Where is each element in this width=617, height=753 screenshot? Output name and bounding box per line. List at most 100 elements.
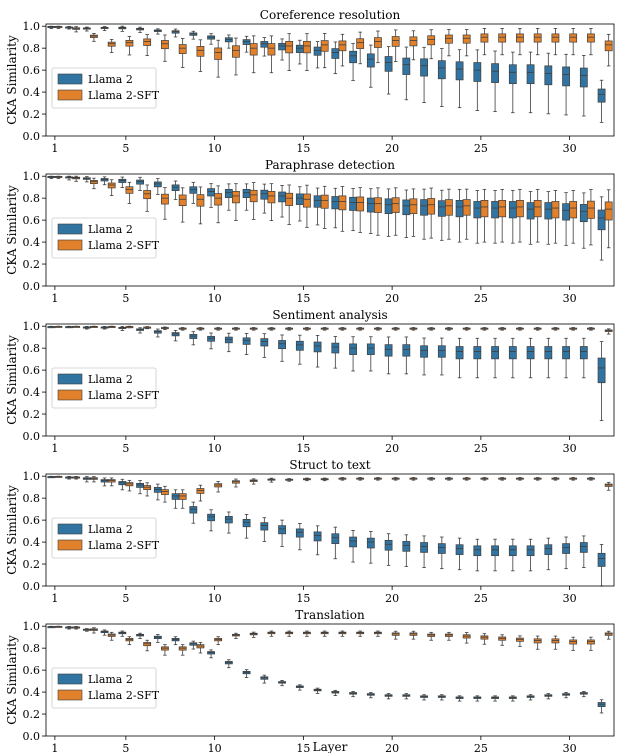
box-llama2-layer-3 [82, 326, 91, 330]
box-llama2-layer-18 [349, 43, 357, 81]
box-body [533, 638, 542, 644]
box-llama2-sft-layer-6 [143, 639, 152, 652]
box-body [161, 193, 169, 205]
box-llama2-layer-10 [207, 183, 215, 208]
box-llama2-sft-layer-26 [498, 477, 507, 481]
box-body [143, 485, 152, 490]
box-llama2-layer-28 [526, 538, 535, 572]
box-llama2-layer-3 [82, 26, 91, 32]
box-body [178, 44, 187, 54]
box-llama2-sft-layer-18 [356, 477, 365, 481]
box-body [349, 343, 357, 355]
box-llama2-layer-27 [508, 190, 517, 244]
box-llama2-layer-28 [526, 694, 535, 701]
box-body [427, 198, 436, 215]
box-body [349, 196, 357, 211]
box-body [445, 199, 453, 216]
box-body [437, 345, 446, 358]
box-body [303, 193, 311, 208]
box-body [207, 188, 215, 197]
box-llama2-sft-layer-11 [232, 327, 240, 331]
box-body [153, 487, 162, 493]
box-llama2-layer-14 [278, 680, 286, 687]
box-llama2-sft-layer-19 [374, 327, 382, 331]
box-llama2-layer-22 [420, 46, 428, 104]
box-llama2-sft-layer-29 [551, 327, 560, 331]
box-llama2-sft-layer-4 [107, 325, 116, 329]
box-llama2-layer-6 [136, 480, 144, 495]
box-llama2-layer-23 [437, 48, 446, 107]
box-body [143, 190, 152, 200]
box-llama2-layer-18 [349, 336, 357, 372]
y-tick-label: 0.8 [23, 42, 41, 55]
box-llama2-sft-layer-20 [391, 477, 400, 481]
box-body [349, 536, 357, 548]
box-llama2-sft-layer-16 [320, 327, 329, 331]
box-llama2-layer-32 [597, 341, 606, 422]
box-llama2-layer-29 [544, 537, 553, 571]
box-llama2-layer-25 [473, 538, 482, 572]
legend: Llama 2 Llama 2-SFT [51, 367, 160, 409]
y-tick-label: 0.2 [23, 108, 41, 121]
box-llama2-layer-19 [366, 44, 375, 88]
box-llama2-sft-layer-5 [125, 181, 134, 204]
box-body [544, 202, 553, 220]
box-llama2-layer-17 [331, 526, 340, 560]
box-llama2-sft-layer-20 [391, 630, 400, 640]
box-llama2-layer-28 [526, 337, 535, 379]
x-tick-label: 10 [208, 442, 222, 455]
box-llama2-sft-layer-25 [480, 188, 489, 243]
box-llama2-sft-layer-18 [356, 187, 365, 233]
box-llama2-sft-layer-29 [551, 27, 560, 56]
box-llama2-sft-layer-5 [125, 636, 134, 646]
box-llama2-sft-layer-9 [196, 327, 205, 331]
legend-swatch-llama2 [57, 73, 83, 85]
box-body [249, 189, 258, 203]
box-body [562, 66, 570, 87]
box-body [249, 43, 258, 56]
box-body [473, 62, 482, 82]
box-llama2-layer-9 [189, 640, 198, 650]
box-body [143, 38, 152, 46]
box-llama2-sft-layer-18 [356, 630, 365, 637]
box-llama2-sft-layer-26 [498, 188, 507, 243]
box-llama2-sft-layer-10 [214, 481, 223, 493]
legend: Llama 2 Llama 2-SFT [51, 517, 160, 559]
box-llama2-sft-layer-19 [374, 187, 382, 236]
box-llama2-sft-layer-8 [178, 489, 187, 509]
box-llama2-sft-layer-10 [214, 185, 223, 224]
x-tick-label: 1 [51, 142, 58, 155]
box-llama2-layer-18 [349, 530, 357, 563]
box-llama2-layer-6 [136, 26, 144, 33]
y-axis-label: CKA Similarity [5, 335, 19, 425]
x-tick-label: 25 [474, 442, 488, 455]
box-llama2-layer-27 [508, 695, 517, 702]
box-llama2-sft-layer-25 [480, 27, 489, 56]
box-llama2-sft-layer-20 [391, 187, 400, 236]
box-llama2-sft-layer-7 [161, 187, 169, 220]
box-llama2-layer-21 [402, 46, 411, 101]
box-llama2-sft-layer-15 [303, 33, 311, 71]
box-llama2-sft-layer-22 [427, 631, 436, 641]
box-body [313, 341, 322, 353]
box-llama2-layer-24 [455, 537, 464, 571]
box-llama2-layer-25 [473, 695, 482, 702]
box-body [579, 67, 588, 88]
box-llama2-sft-layer-32 [604, 189, 613, 249]
box-llama2-sft-layer-2 [72, 175, 81, 182]
box-llama2-layer-8 [171, 28, 180, 38]
box-body [178, 493, 187, 500]
box-body [526, 545, 535, 557]
box-llama2-layer-9 [189, 331, 198, 346]
box-llama2-sft-layer-22 [427, 187, 436, 239]
box-llama2-sft-layer-9 [196, 642, 205, 654]
box-llama2-sft-layer-1 [54, 475, 63, 478]
box-llama2-layer-4 [100, 26, 109, 31]
box-body [295, 44, 304, 53]
box-llama2-layer-1 [47, 325, 56, 329]
x-tick-label: 15 [296, 442, 310, 455]
box-body [597, 552, 606, 567]
box-llama2-sft-layer-5 [125, 479, 134, 492]
box-body [491, 63, 499, 83]
box-body [533, 33, 542, 43]
